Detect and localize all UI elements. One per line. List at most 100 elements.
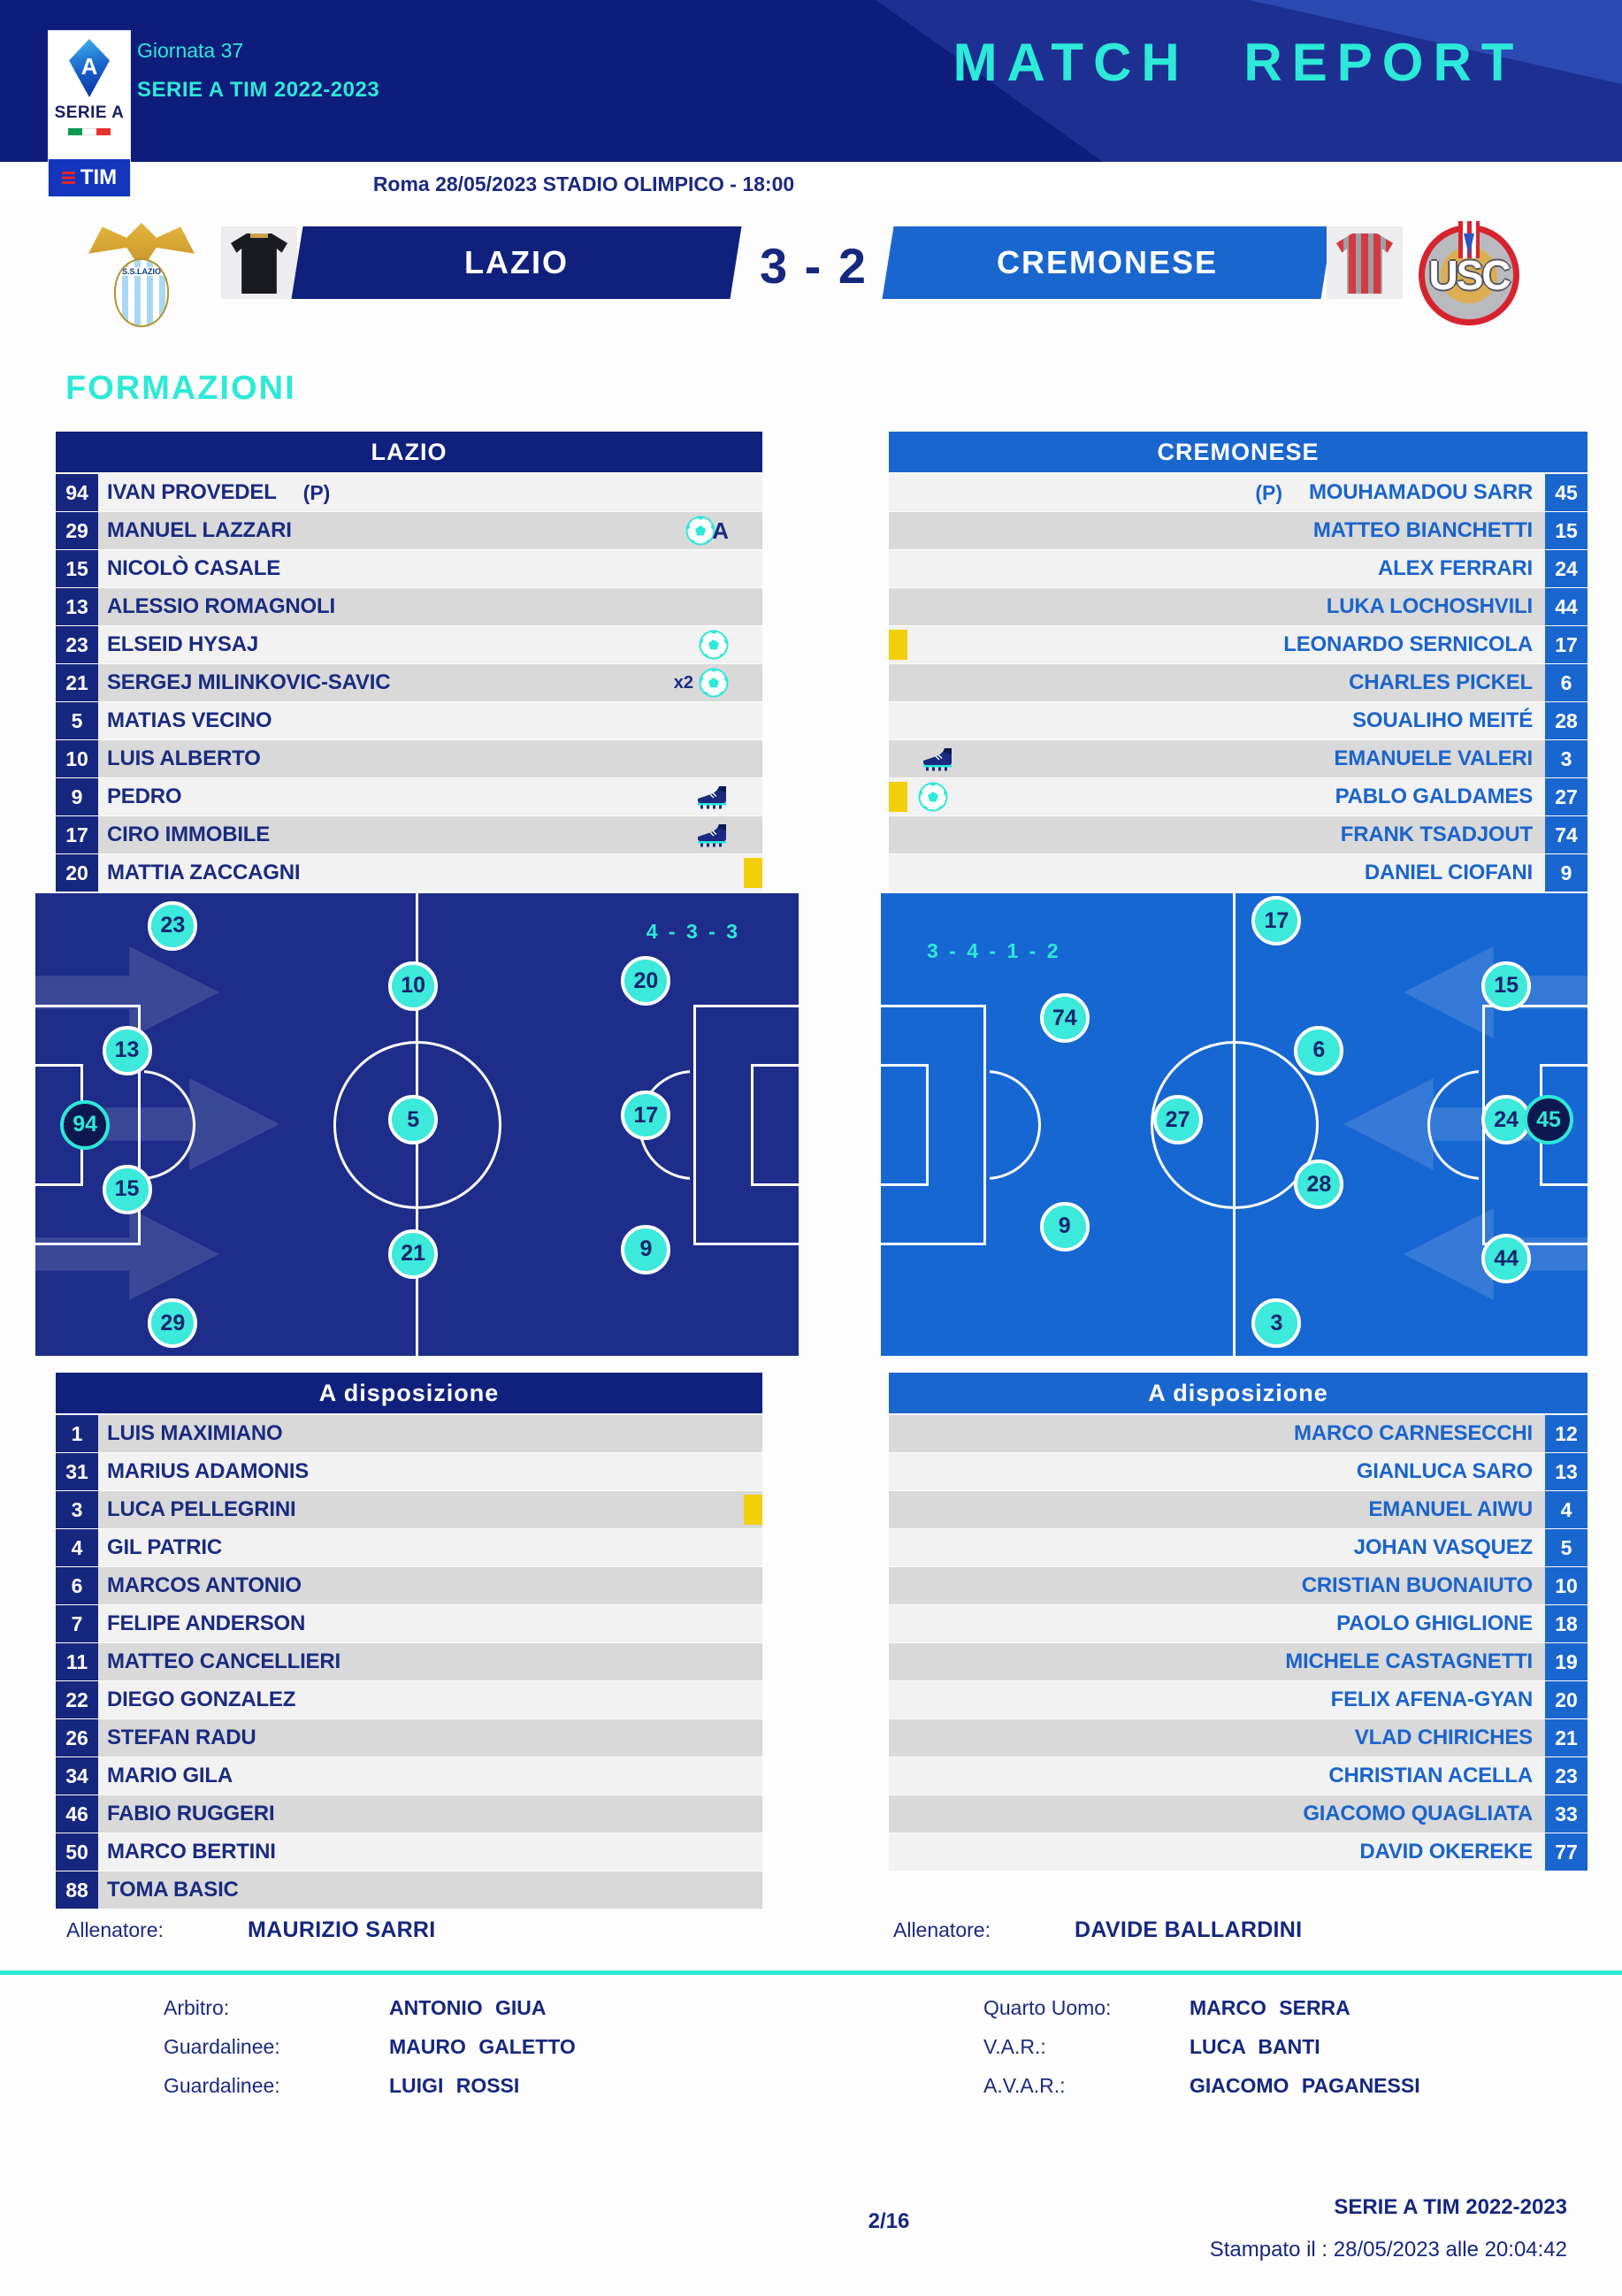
bench-row: 50 MARCO BERTINI <box>56 1833 762 1871</box>
away-lineup-rows: (P) MOUHAMADOU SARR 45 MATTEO BIANCHETTI 15 A… <box>889 474 1588 892</box>
shirt-number: 15 <box>1545 512 1588 549</box>
bench-row: CRISTIAN BUONAIUTO 10 <box>889 1567 1588 1604</box>
pitch-player-marker: 23 <box>148 900 198 951</box>
official-name: LUCA BANTI <box>1190 2034 1320 2058</box>
lineup-row: 13 ALESSIO ROMAGNOLI <box>56 588 762 625</box>
official-role-label: Quarto Uomo: <box>983 1995 1112 2019</box>
player-name-wrap: LUKA LOCHOSHVILI <box>889 594 1533 619</box>
home-lineup-rows: 94 IVAN PROVEDEL (P) 29 MANUEL LAZZARI A 15 NIC… <box>56 474 762 892</box>
cremonese-crest-letters: USC <box>1428 252 1511 298</box>
player-name: JOHAN VASQUEZ <box>1353 1535 1534 1559</box>
bench-row: 4 GIL PATRIC <box>56 1529 762 1566</box>
tim-sponsor-logo: TIM <box>49 159 130 196</box>
shirt-number: 21 <box>56 664 98 701</box>
shirt-number: 26 <box>56 1719 98 1756</box>
bench-row: 3 LUCA PELLEGRINI <box>56 1491 762 1528</box>
shirt-number: 17 <box>56 816 98 853</box>
lineup-row: EMANUELE VALERI 3 <box>889 740 1588 777</box>
player-icons <box>889 778 948 815</box>
shirt-number: 94 <box>56 474 98 511</box>
player-name: CHARLES PICKEL <box>1349 670 1533 694</box>
subheader-band <box>0 162 1622 202</box>
coach-label: Allenatore: <box>893 1917 991 1941</box>
player-name: ELSEID HYSAJ <box>107 632 258 656</box>
player-name-wrap: LUIS ALBERTO <box>107 746 261 771</box>
shirt-number: 13 <box>1545 1453 1588 1490</box>
goal-ball-icon <box>918 782 948 812</box>
player-name-wrap: STEFAN RADU <box>107 1726 256 1750</box>
home-jersey-icon <box>231 233 287 294</box>
italy-flag-icon <box>49 128 130 135</box>
player-name-wrap: MATTEO BIANCHETTI <box>889 518 1533 543</box>
serie-a-monogram-icon: A <box>69 39 110 97</box>
shirt-number: 28 <box>1545 702 1588 739</box>
penalty-box <box>35 1004 141 1245</box>
home-team-banner: LAZIO <box>291 226 742 299</box>
player-name: CRISTIAN BUONAIUTO <box>1301 1573 1533 1597</box>
shirt-number: 23 <box>1545 1757 1588 1795</box>
bench-row: MARCO CARNESECCHI 12 <box>889 1415 1588 1452</box>
away-team-banner: CREMONESE <box>882 226 1333 299</box>
goal-box <box>881 1063 929 1186</box>
bench-row: DAVID OKEREKE 77 <box>889 1833 1588 1871</box>
shirt-number: 24 <box>1545 550 1588 587</box>
player-name: STEFAN RADU <box>107 1726 256 1749</box>
player-name: LUCA PELLEGRINI <box>107 1497 296 1521</box>
venue-line: Roma 28/05/2023 STADIO OLIMPICO - 18:00 <box>372 172 795 195</box>
shirt-number: 20 <box>1545 1681 1588 1718</box>
player-name: LEONARDO SERNICOLA <box>1283 632 1533 656</box>
footer-printed-at: Stampato il : 28/05/2023 alle 20:04:42 <box>1209 2238 1567 2262</box>
officials-right: Quarto Uomo: MARCO SERRA V.A.R.: LUCA BANTI… <box>983 1988 1549 2105</box>
player-name: FABIO RUGGERI <box>107 1802 275 1825</box>
player-name: GIACOMO QUAGLIATA <box>1303 1802 1533 1825</box>
bench-row: CHRISTIAN ACELLA 23 <box>889 1757 1588 1795</box>
player-name: PAOLO GHIGLIONE <box>1336 1611 1533 1635</box>
player-name: PEDRO <box>107 784 182 808</box>
away-lineup-table: CREMONESE (P) MOUHAMADOU SARR 45 MATTEO BIA… <box>889 432 1588 892</box>
player-name-wrap: LEONARDO SERNICOLA <box>889 632 1533 657</box>
away-formation-label: 3 - 4 - 1 - 2 <box>927 939 1061 962</box>
player-name-wrap: PABLO GALDAMES <box>889 784 1534 809</box>
away-jersey <box>1327 226 1403 299</box>
bench-row: VLAD CHIRICHES 21 <box>889 1719 1588 1756</box>
official-row: Guardalinee: LUIGI ROSSI <box>164 2066 730 2105</box>
away-coach-name: DAVIDE BALLARDINI <box>1075 1917 1303 1942</box>
lineup-row: 29 MANUEL LAZZARI A <box>56 512 762 549</box>
official-role-label: Guardalinee: <box>164 2073 280 2097</box>
official-name: MARCO SERRA <box>1190 1995 1350 2019</box>
player-name: EMANUELE VALERI <box>1334 746 1533 770</box>
away-team-crest: USC <box>1413 219 1525 331</box>
player-name: MANUEL LAZZARI <box>107 518 292 542</box>
official-row: A.V.A.R.: GIACOMO PAGANESSI <box>983 2066 1549 2105</box>
yellow-card-icon <box>889 630 907 660</box>
away-coach-row: Allenatore: DAVIDE BALLARDINI <box>893 1912 1302 1948</box>
lineup-row: 15 NICOLÒ CASALE <box>56 550 762 587</box>
goalkeeper-marker: (P) <box>1255 480 1282 504</box>
competition-label: SERIE A TIM 2022-2023 <box>137 78 380 102</box>
report-header: Giornata 37 SERIE A TIM 2022-2023 MATCH … <box>0 0 1622 162</box>
home-formation-label: 4 - 3 - 3 <box>646 920 740 943</box>
player-name: SOUALIHO MEITÉ <box>1352 708 1533 732</box>
player-icons: x2 <box>674 664 762 701</box>
player-name: MATTEO BIANCHETTI <box>1312 518 1533 542</box>
player-name: SERGEJ MILINKOVIC-SAVIC <box>107 670 391 694</box>
home-pitch: 4 - 3 - 3 94 23 13 15 29 10 5 21 20 17 9 <box>35 893 799 1356</box>
pitch-player-marker: 15 <box>102 1164 152 1214</box>
player-name: PABLO GALDAMES <box>1335 784 1534 808</box>
home-lineup-table: LAZIO 94 IVAN PROVEDEL (P) 29 MANUEL LAZZARI… <box>56 432 762 892</box>
assist-boot-icon <box>922 747 954 771</box>
assist-boot-icon <box>697 823 729 847</box>
footer-right: SERIE A TIM 2022-2023 Stampato il : 28/0… <box>1210 2195 1567 2262</box>
player-name: CHRISTIAN ACELLA <box>1328 1764 1533 1787</box>
home-bench-table: A disposizione 1 LUIS MAXIMIANO 31 MARIUS A… <box>56 1373 762 1910</box>
match-score: 3 - 2 <box>759 238 868 294</box>
player-name-wrap: CIRO IMMOBILE <box>107 823 270 847</box>
shirt-number: 10 <box>1545 1567 1588 1604</box>
player-name: NICOLÒ CASALE <box>107 556 281 580</box>
bench-row: FELIX AFENA-GYAN 20 <box>889 1681 1588 1718</box>
bench-row: 22 DIEGO GONZALEZ <box>56 1681 762 1718</box>
player-name-wrap: MARIO GILA <box>107 1764 233 1788</box>
shirt-number: 74 <box>1545 816 1588 853</box>
player-name-wrap: LUIS MAXIMIANO <box>107 1421 283 1446</box>
lineup-row: 5 MATIAS VECINO <box>56 702 762 739</box>
